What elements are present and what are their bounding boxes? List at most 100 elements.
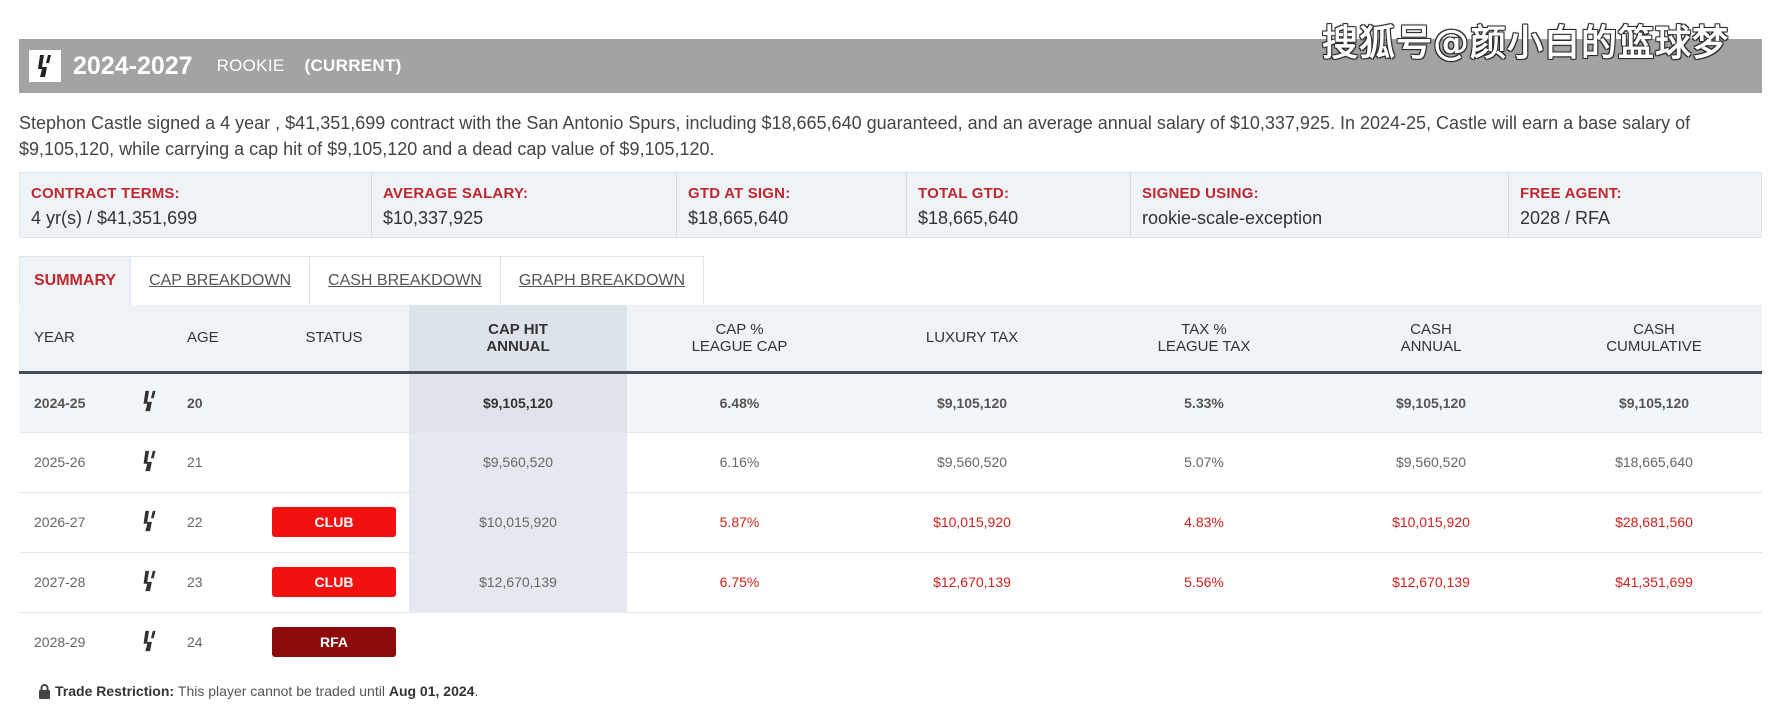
luxury-tax-cell: $9,105,120 bbox=[852, 372, 1092, 433]
term-label: CONTRACT TERMS: bbox=[31, 185, 180, 202]
contract-header: 2024-2027 ROOKIE (CURRENT) bbox=[19, 39, 1762, 93]
lock-icon bbox=[39, 683, 50, 699]
col-cap-pct-sub: LEAGUE CAP bbox=[691, 337, 788, 355]
status-cell bbox=[259, 432, 409, 493]
luxury-tax-cell bbox=[852, 612, 1092, 672]
cap-pct-cell: 6.48% bbox=[627, 372, 852, 433]
term-label: GTD AT SIGN: bbox=[688, 185, 791, 202]
col-cap-hit-sub: ANNUAL bbox=[486, 337, 550, 355]
contract-summary: Stephon Castle signed a 4 year , $41,351… bbox=[19, 113, 1691, 159]
luxury-tax-cell: $9,560,520 bbox=[852, 432, 1092, 493]
cap-hit-cell bbox=[409, 612, 627, 672]
table-row: 2025-26 21 $9,560,520 6.16% $9,560,520 5… bbox=[19, 432, 1762, 493]
trade-restriction-date: Aug 01, 2024 bbox=[388, 683, 475, 699]
tab-graph-breakdown[interactable]: GRAPH BREAKDOWN bbox=[518, 272, 686, 289]
cap-pct-cell: 5.87% bbox=[627, 492, 852, 553]
table-row: 2024-25 20 $9,105,120 6.48% $9,105,120 5… bbox=[19, 372, 1762, 433]
current-label: (CURRENT) bbox=[304, 56, 402, 75]
tax-pct-cell: 5.33% bbox=[1092, 372, 1316, 433]
col-cash-cumulative-sub: CUMULATIVE bbox=[1606, 337, 1702, 355]
trade-restriction-end: . bbox=[474, 683, 479, 699]
cap-hit-cell: $9,105,120 bbox=[409, 372, 627, 433]
term-value: $18,665,640 bbox=[688, 208, 789, 228]
cap-pct-cell bbox=[627, 612, 852, 672]
cash-cumulative-cell: $9,105,120 bbox=[1546, 372, 1762, 433]
contract-table: YEAR AGE STATUS CAP HIT ANNUAL CAP % LEA… bbox=[19, 305, 1762, 672]
age-cell: 23 bbox=[177, 552, 259, 613]
cap-hit-cell: $12,670,139 bbox=[409, 552, 627, 613]
contract-years: 2024-2027 bbox=[73, 51, 193, 80]
age-cell: 20 bbox=[177, 372, 259, 433]
col-cash-annual-sub: ANNUAL bbox=[1400, 337, 1462, 355]
term-label: FREE AGENT: bbox=[1520, 185, 1622, 202]
rfa-badge: RFA bbox=[272, 627, 396, 658]
term-value: $10,337,925 bbox=[383, 208, 484, 228]
col-cap-hit: CAP HIT ANNUAL bbox=[409, 305, 627, 372]
spurs-logo-icon bbox=[123, 612, 177, 672]
col-cap-hit-top: CAP HIT bbox=[488, 320, 548, 338]
cash-cumulative-cell: $18,665,640 bbox=[1546, 432, 1762, 493]
spurs-logo-icon bbox=[123, 372, 177, 433]
watermark-text: 搜狐号@颜小白的篮球梦 bbox=[1321, 23, 1729, 64]
year-cell: 2027-28 bbox=[19, 552, 123, 613]
cap-pct-cell: 6.16% bbox=[627, 432, 852, 493]
spurs-logo-icon bbox=[123, 432, 177, 493]
age-cell: 21 bbox=[177, 432, 259, 493]
tab-cash-breakdown[interactable]: CASH BREAKDOWN bbox=[310, 257, 501, 305]
col-cash-annual: CASH ANNUAL bbox=[1316, 305, 1546, 372]
term-label: AVERAGE SALARY: bbox=[383, 185, 529, 202]
age-cell: 24 bbox=[187, 634, 203, 651]
term-value: 4 yr(s) / $41,351,699 bbox=[31, 208, 198, 228]
term-contract-terms: CONTRACT TERMS: 4 yr(s) / $41,351,699 bbox=[20, 173, 372, 237]
tax-pct-cell: 4.83% bbox=[1092, 492, 1316, 553]
col-tax-pct-top: TAX % bbox=[1181, 320, 1227, 338]
year-cell: 2024-25 bbox=[19, 372, 123, 433]
contract-terms-box: CONTRACT TERMS: 4 yr(s) / $41,351,699 AV… bbox=[19, 172, 1762, 238]
term-free-agent: FREE AGENT: 2028 / RFA bbox=[1509, 173, 1761, 237]
cash-cumulative-cell: $41,351,699 bbox=[1546, 552, 1762, 613]
cap-hit-cell: $10,015,920 bbox=[409, 492, 627, 553]
status-cell: CLUB bbox=[259, 552, 409, 613]
term-gtd-at-sign: GTD AT SIGN: $18,665,640 bbox=[677, 173, 907, 237]
col-cash-cumulative: CASH CUMULATIVE bbox=[1546, 305, 1762, 372]
year-cell: 2026-27 bbox=[19, 492, 123, 553]
cash-annual-cell: $9,560,520 bbox=[1316, 432, 1546, 493]
club-option-badge: CLUB bbox=[272, 567, 396, 597]
age-cell: 22 bbox=[177, 492, 259, 553]
cash-annual-cell bbox=[1316, 612, 1546, 672]
term-average-salary: AVERAGE SALARY: $10,337,925 bbox=[372, 173, 677, 237]
term-label: TOTAL GTD: bbox=[918, 185, 1010, 202]
luxury-tax-cell: $12,670,139 bbox=[852, 552, 1092, 613]
col-cap-pct: CAP % LEAGUE CAP bbox=[627, 305, 852, 372]
table-header-row: YEAR AGE STATUS CAP HIT ANNUAL CAP % LEA… bbox=[19, 305, 1762, 372]
term-value: rookie-scale-exception bbox=[1142, 208, 1323, 228]
col-tax-pct: TAX % LEAGUE TAX bbox=[1092, 305, 1316, 372]
table-row: 2026-27 22 CLUB $10,015,920 5.87% $10,01… bbox=[19, 492, 1762, 553]
col-logo bbox=[123, 305, 177, 372]
cash-annual-cell: $9,105,120 bbox=[1316, 372, 1546, 433]
spurs-logo-icon bbox=[123, 552, 177, 613]
spurs-logo-icon bbox=[29, 50, 61, 82]
cash-cumulative-cell bbox=[1546, 612, 1762, 672]
cap-hit-cell: $9,560,520 bbox=[409, 432, 627, 493]
status-cell: CLUB bbox=[259, 492, 409, 553]
spurs-logo-icon bbox=[123, 492, 177, 553]
term-total-gtd: TOTAL GTD: $18,665,640 bbox=[907, 173, 1131, 237]
breakdown-tabs: SUMMARY CAP BREAKDOWN CASH BREAKDOWN GRA… bbox=[19, 256, 705, 305]
year-cell: 2025-26 bbox=[19, 432, 123, 493]
cap-pct-cell: 6.75% bbox=[627, 552, 852, 613]
trade-restriction-label: Trade Restriction: bbox=[55, 683, 175, 699]
tab-summary[interactable]: SUMMARY bbox=[20, 257, 132, 305]
term-signed-using: SIGNED USING: rookie-scale-exception bbox=[1131, 173, 1509, 237]
year-cell: 2028-29 bbox=[34, 634, 86, 651]
status-cell: RFA bbox=[259, 612, 409, 672]
table-row: 2028-29 24 RFA bbox=[19, 612, 1762, 672]
term-value: $18,665,640 bbox=[918, 208, 1019, 228]
col-luxury-tax: LUXURY TAX bbox=[925, 329, 1019, 347]
tab-cap-breakdown[interactable]: CAP BREAKDOWN bbox=[131, 257, 311, 305]
col-tax-pct-sub: LEAGUE TAX bbox=[1157, 337, 1251, 355]
tax-pct-cell bbox=[1092, 612, 1316, 672]
col-cap-pct-top: CAP % bbox=[715, 320, 764, 338]
col-status: STATUS bbox=[305, 329, 363, 347]
trade-restriction-note: Trade Restriction: This player cannot be… bbox=[38, 683, 478, 699]
